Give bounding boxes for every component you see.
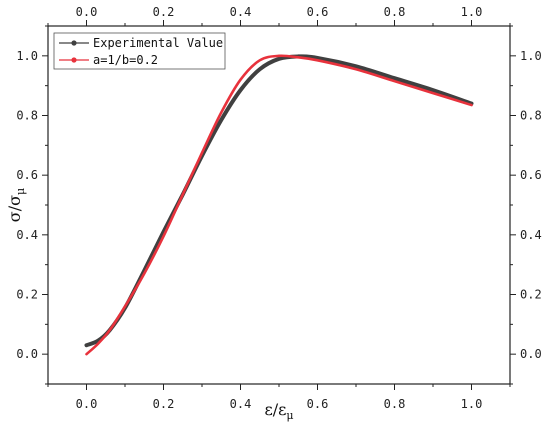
- series-layer: [84, 54, 474, 356]
- y-tick-label-right: 0.2: [520, 288, 542, 302]
- legend-label-model: a=1/b=0.2: [93, 53, 158, 67]
- x-tick-label-top: 0.4: [230, 5, 252, 19]
- legend-label-experimental: Experimental Value: [93, 36, 223, 50]
- x-axis-title-main: ε/ε: [264, 400, 286, 419]
- y-tick-label-left: 0.4: [16, 228, 38, 242]
- y-tick-label-right: 0.6: [520, 168, 542, 182]
- y-tick-label-right: 0.8: [520, 109, 542, 123]
- plot-frame: [47, 25, 511, 385]
- x-axis-title: ε/εμ: [264, 400, 293, 422]
- y-tick-label-left: 0.2: [16, 288, 38, 302]
- y-axis-title: σ/σμ: [5, 188, 27, 222]
- y-tick-label-left: 0.0: [16, 347, 38, 361]
- legend-marker-model: [71, 57, 77, 63]
- x-tick-label-bottom: 0.4: [230, 397, 252, 411]
- x-tick-label-bottom: 0.0: [76, 397, 98, 411]
- x-tick-label-top: 0.6: [307, 5, 329, 19]
- x-tick-label-top: 0.8: [384, 5, 406, 19]
- legend-box: [53, 32, 226, 70]
- y-tick-label-left: 1.0: [16, 49, 38, 63]
- series-line-experimental: [84, 54, 474, 348]
- x-tick-label-top: 1.0: [461, 5, 483, 19]
- legend-marker-experimental: [71, 40, 77, 46]
- y-axis-title-main: σ/σ: [5, 195, 24, 222]
- x-tick-label-top: 0.0: [76, 5, 98, 19]
- y-tick-label-right: 1.0: [520, 49, 542, 63]
- y-axis-title-sub: μ: [14, 188, 27, 195]
- y-tick-label-left: 0.8: [16, 109, 38, 123]
- y-tick-label-right: 0.0: [520, 347, 542, 361]
- x-tick-label-bottom: 0.2: [153, 397, 175, 411]
- x-tick-label-bottom: 1.0: [461, 397, 483, 411]
- x-axis-title-sub: μ: [286, 409, 293, 422]
- ticks: 0.0 0.0 0.2 0.2 0.4 0.4 0.6 0.6 0.8 0.8 1.0 1.0 0.0 0…: [16, 5, 541, 411]
- x-tick-label-top: 0.2: [153, 5, 175, 19]
- legend: Experimental Value a=1/b=0.2: [53, 32, 226, 70]
- y-tick-label-left: 0.6: [16, 168, 38, 182]
- x-tick-label-bottom: 0.6: [307, 397, 329, 411]
- y-tick-label-right: 0.4: [520, 228, 542, 242]
- x-tick-label-bottom: 0.8: [384, 397, 406, 411]
- series-line-model: [85, 54, 473, 356]
